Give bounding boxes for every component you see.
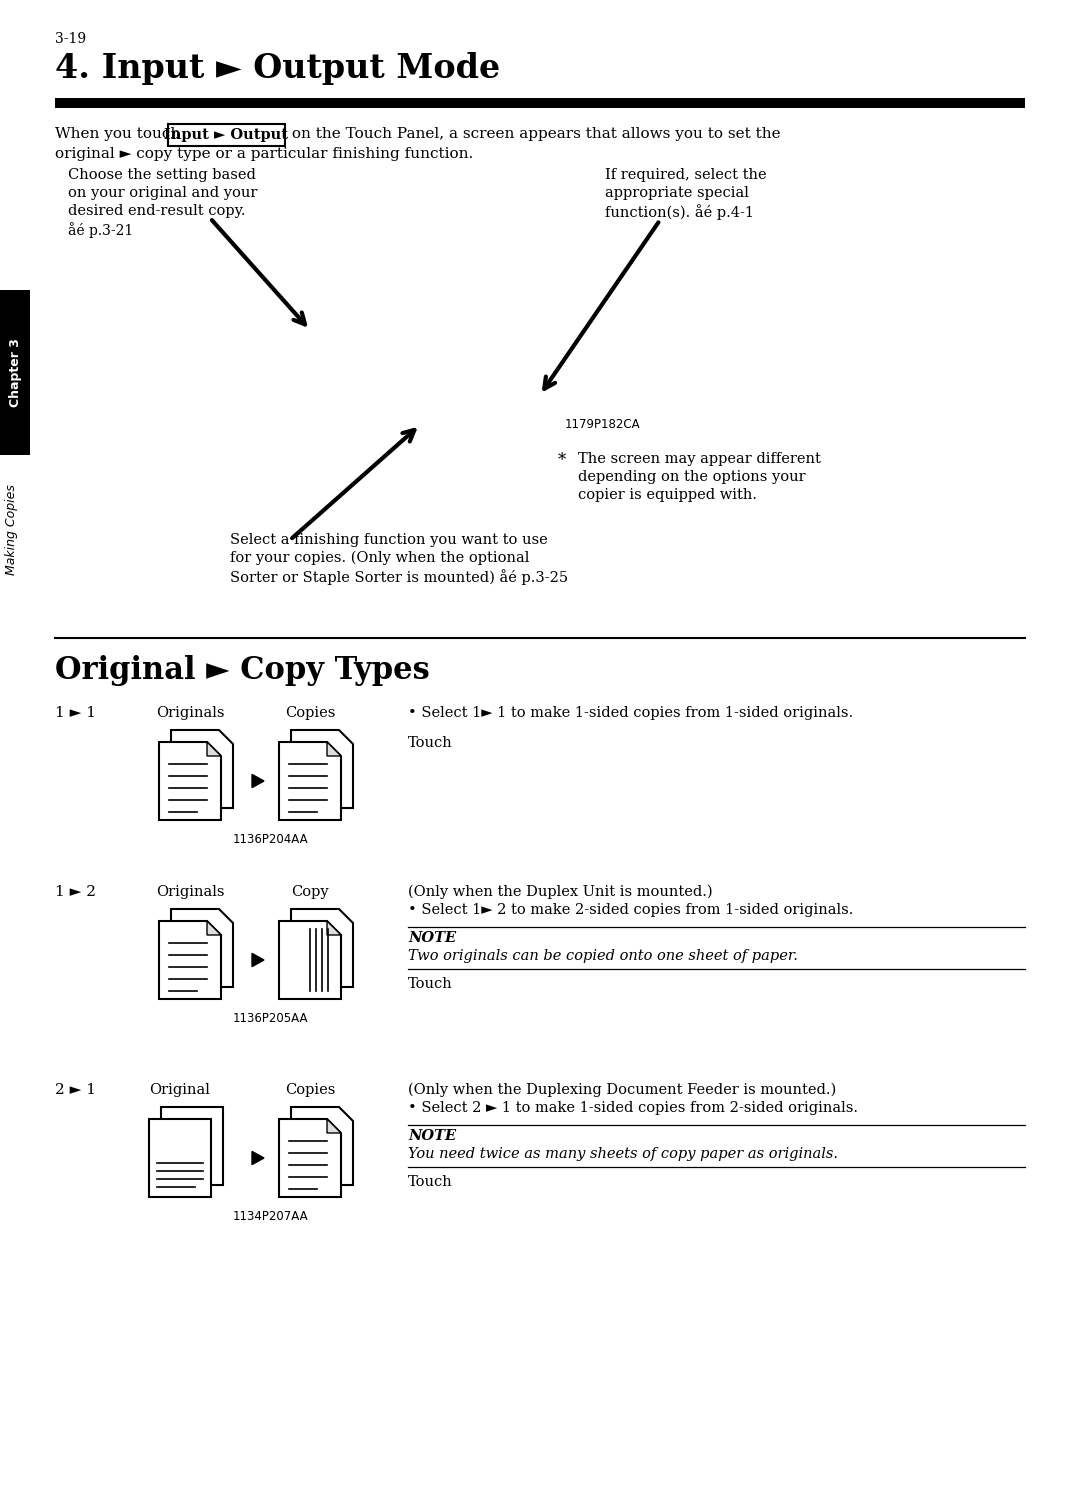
PathPatch shape [279,921,341,999]
Text: Touch: Touch [408,737,453,750]
Text: 1134P207AA: 1134P207AA [232,1210,308,1224]
PathPatch shape [291,909,353,988]
Text: *: * [558,451,566,469]
PathPatch shape [279,1120,341,1197]
Text: on the Touch Panel, a screen appears that allows you to set the: on the Touch Panel, a screen appears tha… [287,128,781,141]
Text: You need twice as many sheets of copy paper as originals.: You need twice as many sheets of copy pa… [408,1146,838,1161]
Polygon shape [327,742,341,756]
Text: åé p.3-21: åé p.3-21 [68,221,133,238]
Text: depending on the options your: depending on the options your [578,469,806,484]
Text: Originals: Originals [156,885,225,898]
Polygon shape [207,921,221,936]
Text: Sorter or Staple Sorter is mounted) åé p.3-25: Sorter or Staple Sorter is mounted) åé p… [230,569,568,585]
Polygon shape [327,1120,341,1133]
Text: Select a finishing function you want to use: Select a finishing function you want to … [230,533,548,546]
PathPatch shape [291,1106,353,1185]
Polygon shape [252,1151,264,1164]
Text: Two originals can be copied onto one sheet of paper.: Two originals can be copied onto one she… [408,949,798,962]
Polygon shape [207,742,221,756]
Text: • Select 1► 1 to make 1-sided copies from 1-sided originals.: • Select 1► 1 to make 1-sided copies fro… [408,705,853,720]
Text: Original ► Copy Types: Original ► Copy Types [55,655,430,686]
Text: 3-19: 3-19 [55,33,86,46]
PathPatch shape [161,1106,222,1185]
Text: Chapter 3: Chapter 3 [9,339,22,407]
Text: Copy: Copy [292,885,328,898]
Polygon shape [252,774,264,787]
Text: Copies: Copies [285,1083,335,1097]
Text: Touch: Touch [408,1175,453,1189]
Text: When you touch: When you touch [55,128,185,141]
Text: Making Copies: Making Copies [5,484,18,575]
Text: 1 ► 1: 1 ► 1 [55,705,96,720]
Text: function(s). åé p.4-1: function(s). åé p.4-1 [605,203,754,220]
Text: NOTE: NOTE [408,1129,456,1143]
Text: 1179P182CA: 1179P182CA [565,417,640,431]
Text: Copies: Copies [285,705,335,720]
Text: 4. Input ► Output Mode: 4. Input ► Output Mode [55,52,500,85]
Text: Input ► Output: Input ► Output [164,128,288,143]
Text: on your original and your: on your original and your [68,186,257,200]
Text: (Only when the Duplex Unit is mounted.): (Only when the Duplex Unit is mounted.) [408,885,713,900]
Text: desired end-result copy.: desired end-result copy. [68,203,245,218]
Text: for your copies. (Only when the optional: for your copies. (Only when the optional [230,551,529,566]
PathPatch shape [171,731,233,808]
PathPatch shape [159,742,221,820]
Text: (Only when the Duplexing Document Feeder is mounted.): (Only when the Duplexing Document Feeder… [408,1083,836,1097]
Polygon shape [252,953,264,967]
Text: The screen may appear different: The screen may appear different [578,451,821,466]
Polygon shape [327,921,341,936]
FancyBboxPatch shape [168,125,285,146]
Text: If required, select the: If required, select the [605,168,767,183]
PathPatch shape [279,742,341,820]
Text: appropriate special: appropriate special [605,186,748,200]
Bar [0,290,30,454]
Text: 1136P205AA: 1136P205AA [232,1011,308,1025]
Text: 1 ► 2: 1 ► 2 [55,885,96,898]
Text: 2 ► 1: 2 ► 1 [55,1083,96,1097]
Text: Originals: Originals [156,705,225,720]
Text: Choose the setting based: Choose the setting based [68,168,256,183]
PathPatch shape [149,1120,211,1197]
Bar [55,98,1025,108]
Text: 1136P204AA: 1136P204AA [232,833,308,846]
Text: copier is equipped with.: copier is equipped with. [578,489,757,502]
Text: Touch: Touch [408,977,453,990]
PathPatch shape [159,921,221,999]
Text: Original: Original [149,1083,211,1097]
Text: NOTE: NOTE [408,931,456,944]
Text: original ► copy type or a particular finishing function.: original ► copy type or a particular fin… [55,147,473,160]
PathPatch shape [291,731,353,808]
Text: • Select 2 ► 1 to make 1-sided copies from 2-sided originals.: • Select 2 ► 1 to make 1-sided copies fr… [408,1100,858,1115]
PathPatch shape [171,909,233,988]
Text: • Select 1► 2 to make 2-sided copies from 1-sided originals.: • Select 1► 2 to make 2-sided copies fro… [408,903,853,918]
